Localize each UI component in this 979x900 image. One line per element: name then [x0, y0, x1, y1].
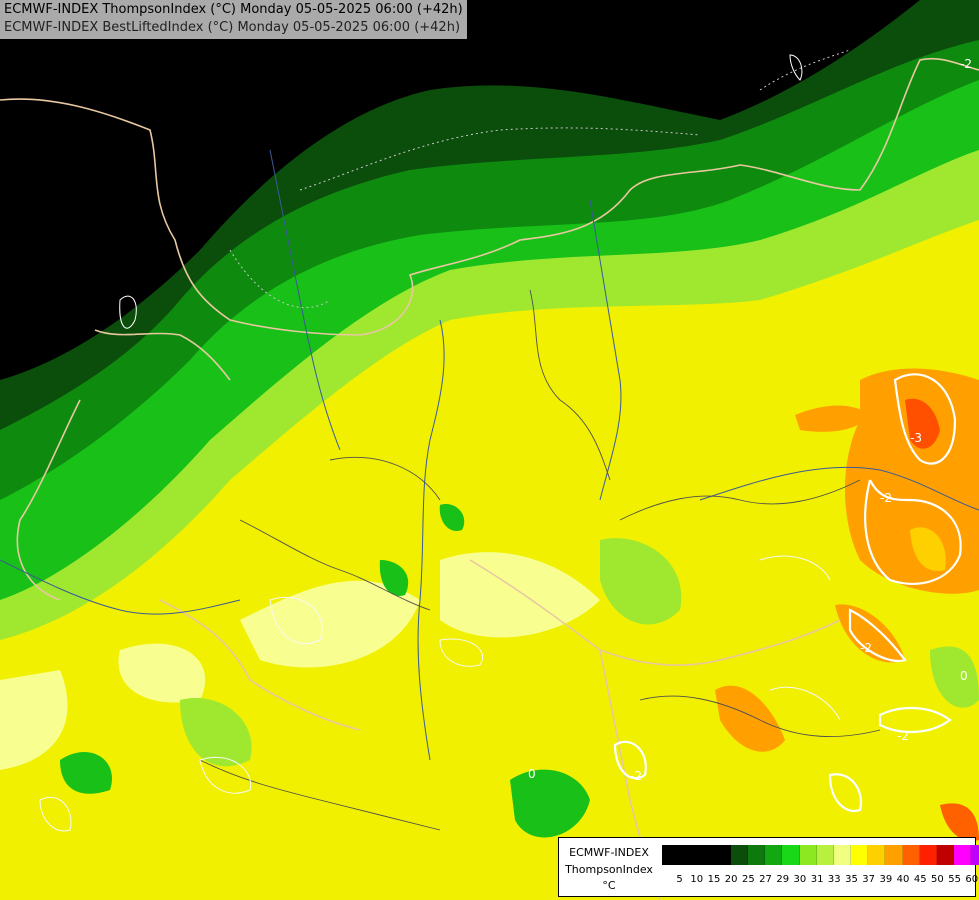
legend-tick-label: 33	[827, 874, 841, 885]
legend-swatch	[885, 845, 903, 865]
color-legend: ECMWF-INDEX ThompsonIndex °C 5 10 15 20 25 27…	[558, 837, 979, 897]
dotted-contours	[229, 49, 851, 309]
legend-swatch	[662, 845, 680, 865]
legend-swatch	[782, 845, 800, 865]
contour-label: -2	[860, 641, 872, 655]
contour-label: 0	[960, 669, 968, 683]
legend-tick-label: 20	[724, 874, 738, 885]
legend-swatch	[816, 845, 834, 865]
map-title: ECMWF-INDEX ThompsonIndex (°C) Monday 05…	[0, 0, 467, 39]
legend-tick-label: 45	[913, 874, 927, 885]
contour-label: -3	[910, 431, 922, 445]
contour-label: 0	[528, 767, 536, 781]
legend-swatch	[902, 845, 920, 865]
pale-yellow-patch-2	[440, 552, 600, 638]
legend-swatch	[833, 845, 852, 865]
legend-swatch	[799, 845, 817, 865]
lime-pocket-south	[180, 698, 252, 767]
lime-pocket-far-east	[930, 646, 979, 708]
green-pocket-south	[510, 769, 590, 838]
pale-yellow-patch-3	[118, 643, 206, 703]
green-pocket-southwest	[60, 751, 112, 794]
legend-tick-label: 15	[707, 874, 721, 885]
legend-swatch	[971, 845, 979, 865]
lime-pocket-east	[600, 538, 682, 625]
legend-tick-label: 55	[948, 874, 961, 885]
legend-swatch	[696, 845, 714, 865]
legend-swatch	[919, 845, 937, 865]
legend-tick-label: 27	[759, 874, 772, 885]
legend-tick-label: 29	[776, 874, 790, 885]
legend-swatch	[937, 845, 955, 865]
legend-swatch	[730, 845, 748, 865]
legend-swatch	[954, 845, 972, 865]
gold-core	[910, 527, 946, 571]
black-region	[0, 0, 920, 380]
contour-label: -2	[960, 57, 972, 71]
legend-swatch	[713, 845, 731, 865]
contour-label: -2	[880, 491, 892, 505]
legend-tick-label: 37	[862, 874, 876, 885]
legend-tick-label: 5	[676, 874, 683, 885]
green-dot-2	[439, 504, 465, 531]
legend-tick-label: 60	[965, 874, 979, 885]
lifted-index-contours	[613, 373, 962, 813]
orange-patch-2	[835, 604, 905, 663]
lake-outline	[119, 295, 137, 329]
legend-tick-label: 50	[931, 874, 944, 885]
contour-label-group: -2 -3 -2 -2 -2 0 0 -2	[528, 57, 972, 783]
admin-boundaries	[199, 289, 881, 831]
legend-field: ThompsonIndex	[565, 863, 653, 876]
legend-ticks: 5 10 15 20 25 27 29 30 31 33 35 37 39 40 45 50 55 60	[671, 874, 979, 885]
contour-label: -2	[897, 729, 909, 743]
legend-swatch	[679, 845, 697, 865]
orange-region-east	[845, 368, 979, 594]
title-primary: ECMWF-INDEX ThompsonIndex (°C) Monday 05…	[4, 2, 463, 17]
pale-yellow-patch-4	[0, 670, 68, 770]
orange-patch-4	[940, 803, 979, 841]
legend-tick-label: 31	[810, 874, 824, 885]
rivers	[0, 149, 979, 761]
legend-swatch	[747, 845, 766, 865]
legend-swatch	[765, 845, 783, 865]
legend-swatches	[662, 845, 979, 865]
lake-outline-2	[789, 54, 803, 81]
legend-tick-label: 10	[690, 874, 704, 885]
legend-tick-label: 39	[879, 874, 893, 885]
legend-unit: °C	[602, 879, 616, 892]
legend-swatch	[868, 845, 886, 865]
orange-strip	[795, 405, 870, 432]
green-dot-1	[379, 560, 409, 596]
legend-swatch	[851, 845, 869, 865]
pale-yellow-patch-1	[240, 580, 420, 668]
legend-tick-label: 25	[741, 874, 755, 885]
legend-tick-label: 40	[896, 874, 910, 885]
title-secondary: ECMWF-INDEX BestLiftedIndex (°C) Monday …	[4, 20, 461, 35]
red-orange-core	[905, 398, 940, 449]
legend-tick-label: 35	[845, 874, 858, 885]
contour-label: -2	[630, 769, 642, 783]
thin-white-contours	[39, 555, 841, 832]
legend-tick-label: 30	[793, 874, 807, 885]
legend-model: ECMWF-INDEX	[569, 846, 649, 859]
orange-patch-3	[715, 685, 785, 752]
